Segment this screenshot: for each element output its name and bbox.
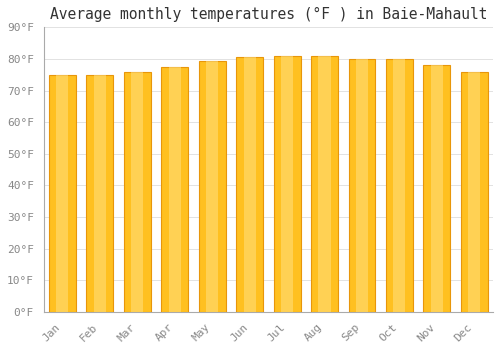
Bar xyxy=(198,61,226,312)
Bar xyxy=(311,56,338,312)
Bar xyxy=(86,75,114,312)
Bar xyxy=(431,65,443,312)
Bar xyxy=(274,56,300,312)
Bar xyxy=(394,59,406,312)
Bar xyxy=(348,59,376,312)
Bar xyxy=(206,61,218,312)
Bar xyxy=(236,57,263,312)
Bar xyxy=(56,75,68,312)
Bar xyxy=(124,71,151,312)
Bar xyxy=(49,75,76,312)
Bar xyxy=(468,71,480,312)
Bar xyxy=(461,71,488,312)
Title: Average monthly temperatures (°F ) in Baie-Mahault: Average monthly temperatures (°F ) in Ba… xyxy=(50,7,487,22)
Bar xyxy=(386,59,413,312)
Bar xyxy=(168,67,181,312)
Bar xyxy=(281,56,293,312)
Bar xyxy=(131,71,143,312)
Bar xyxy=(424,65,450,312)
Bar xyxy=(162,67,188,312)
Bar xyxy=(94,75,106,312)
Bar xyxy=(356,59,368,312)
Bar xyxy=(244,57,256,312)
Bar xyxy=(318,56,330,312)
